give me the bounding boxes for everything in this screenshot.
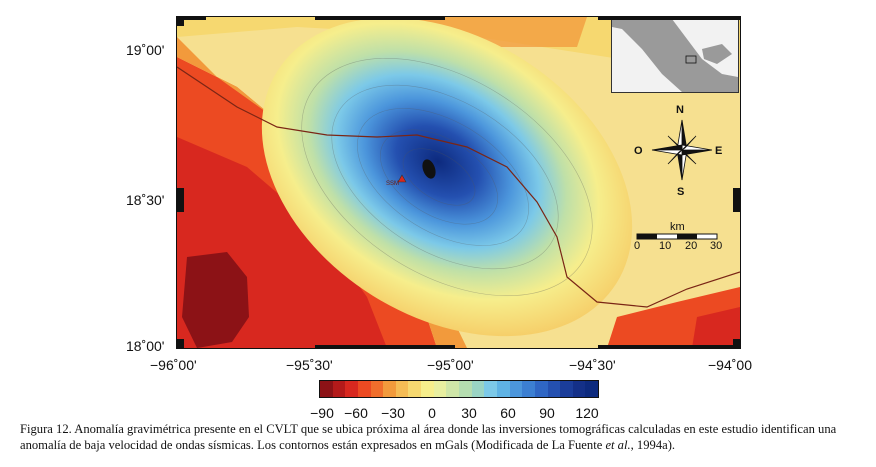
colorbar-segment bbox=[496, 381, 510, 397]
location-inset-map bbox=[611, 18, 739, 93]
x-tick-95-30: −95˚30' bbox=[286, 357, 333, 373]
scale-bar bbox=[636, 233, 718, 240]
figure-caption: Figura 12. Anomalía gravimétrica present… bbox=[20, 421, 866, 453]
frame-corner-mark bbox=[733, 339, 741, 349]
frame-edge-mark bbox=[598, 16, 741, 20]
caption-text: Figura 12. Anomalía gravimétrica present… bbox=[20, 422, 837, 452]
frame-edge-mark bbox=[176, 188, 184, 212]
scale-tick-30: 30 bbox=[710, 240, 723, 252]
colorbar-label: 120 bbox=[575, 405, 599, 421]
colorbar-segment bbox=[585, 381, 599, 397]
volcano-label: SSM bbox=[386, 181, 400, 187]
colorbar-segment bbox=[471, 381, 485, 397]
x-tick-95-00: −95˚00' bbox=[427, 357, 474, 373]
colorbar-segment bbox=[547, 381, 561, 397]
x-tick-94-00: −94˚00 bbox=[708, 357, 752, 373]
colorbar-segment bbox=[446, 381, 460, 397]
colorbar bbox=[319, 380, 599, 398]
colorbar-segment bbox=[534, 381, 548, 397]
colorbar-label: 0 bbox=[428, 405, 436, 421]
colorbar-label: −60 bbox=[344, 405, 368, 421]
caption-suffix: , 1994a). bbox=[630, 438, 676, 452]
y-tick-18-00: 18˚00' bbox=[126, 338, 165, 354]
colorbar-segment bbox=[459, 381, 472, 397]
compass-north-label: N bbox=[676, 104, 684, 116]
colorbar-segment bbox=[408, 381, 422, 397]
gravity-anomaly-map bbox=[176, 16, 741, 349]
frame-edge-mark bbox=[733, 188, 741, 212]
frame-edge-mark bbox=[315, 345, 455, 349]
colorbar-segment bbox=[484, 381, 497, 397]
inset-land bbox=[612, 19, 738, 92]
frame-edge-mark bbox=[598, 345, 741, 349]
colorbar-segment bbox=[421, 381, 434, 397]
colorbar-segment bbox=[572, 381, 586, 397]
colorbar-label: 30 bbox=[461, 405, 477, 421]
colorbar-segment bbox=[509, 381, 523, 397]
scale-tick-20: 20 bbox=[685, 240, 698, 252]
compass-rose-icon bbox=[651, 119, 713, 181]
colorbar-segment bbox=[320, 381, 333, 397]
compass-west-label: O bbox=[634, 145, 643, 157]
caption-etal: et al. bbox=[605, 438, 631, 452]
y-tick-19-00: 19˚00' bbox=[126, 42, 165, 58]
colorbar-segment bbox=[560, 381, 573, 397]
colorbar-segment bbox=[395, 381, 409, 397]
frame-edge-mark bbox=[176, 16, 206, 20]
colorbar-segment bbox=[370, 381, 384, 397]
colorbar-segment bbox=[383, 381, 396, 397]
colorbar-segment bbox=[345, 381, 358, 397]
map-raster bbox=[177, 17, 740, 348]
compass-east-label: E bbox=[715, 145, 723, 157]
colorbar-label: −90 bbox=[310, 405, 334, 421]
compass-south-label: S bbox=[677, 186, 685, 198]
colorbar-segment bbox=[332, 381, 346, 397]
frame-edge-mark bbox=[315, 16, 445, 20]
x-tick-94-30: −94˚30' bbox=[569, 357, 616, 373]
colorbar-label: −30 bbox=[381, 405, 405, 421]
colorbar-segment bbox=[522, 381, 535, 397]
frame-corner-mark bbox=[176, 16, 184, 26]
colorbar-segment bbox=[433, 381, 447, 397]
colorbar-segment bbox=[357, 381, 371, 397]
colorbar-label: 60 bbox=[500, 405, 516, 421]
colorbar-label: 90 bbox=[539, 405, 555, 421]
scale-unit-label: km bbox=[670, 221, 685, 233]
scale-tick-0: 0 bbox=[634, 240, 641, 252]
x-tick-96-00: −96˚00' bbox=[150, 357, 197, 373]
scale-tick-10: 10 bbox=[659, 240, 672, 252]
y-tick-18-30: 18˚30' bbox=[126, 192, 165, 208]
frame-corner-mark bbox=[176, 339, 184, 349]
